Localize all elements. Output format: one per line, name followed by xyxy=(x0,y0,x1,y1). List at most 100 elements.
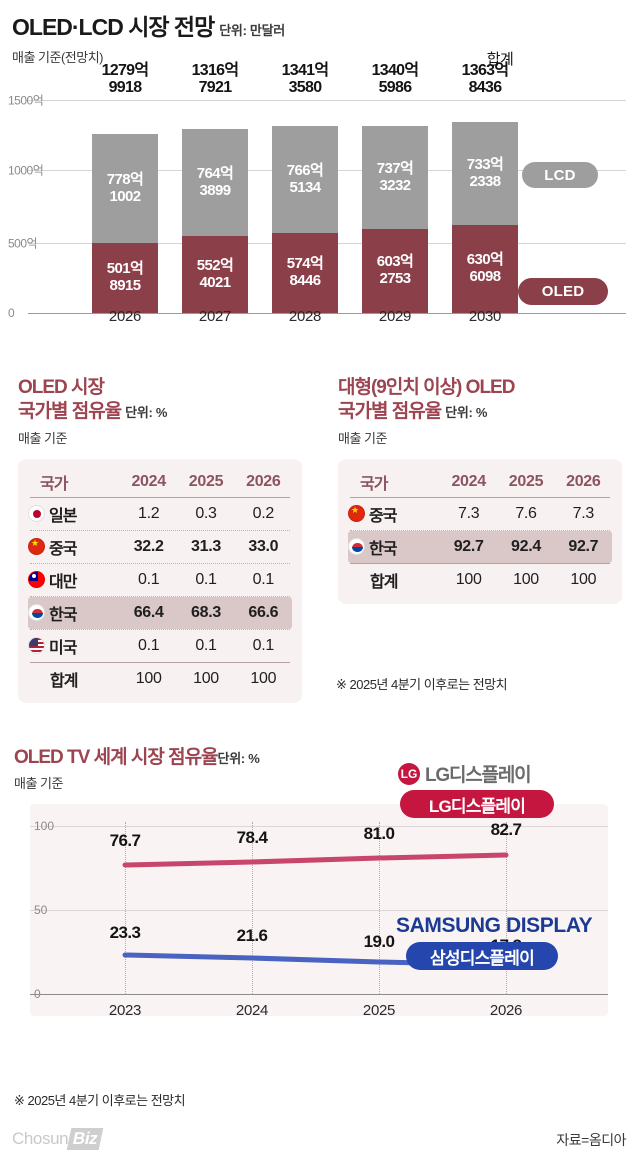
row-name-total: 합계 xyxy=(50,672,78,690)
panel-right-title: 대형(9인치 이상) OLED 국가별 점유율 xyxy=(338,377,515,422)
total-2026: 100 xyxy=(250,669,277,687)
oled-tv-share-line-chart: OLED TV 세계 시장 점유율단위: % 매출 기준 LG LG디스플레이 … xyxy=(0,742,640,1082)
lg-value-2024: 78.4 xyxy=(236,828,268,847)
lcd-2026-line1: 778억 xyxy=(106,170,144,188)
table-divider xyxy=(30,562,290,564)
panel-left-title-line1: OLED 시장 xyxy=(18,377,105,398)
oled-segment-2028[interactable]: 574억 8446 xyxy=(272,233,338,313)
legend-pill-oled[interactable]: OLED xyxy=(518,278,608,305)
lcd-2027-line1: 764억 xyxy=(196,164,234,182)
table-row-total: 합계 100 100 100 xyxy=(28,663,292,695)
oled-segment-2027[interactable]: 552억 4021 xyxy=(182,236,248,313)
usa-2025: 0.1 xyxy=(195,636,217,654)
lg-value-2023: 76.7 xyxy=(109,831,141,850)
lcd-2029-line2: 3232 xyxy=(379,176,412,194)
lcd-2030-line1: 733억 xyxy=(466,155,504,173)
legend-pill-samsung-display[interactable]: 삼성디스플레이 xyxy=(406,942,558,970)
oled-segment-2026[interactable]: 501억 8915 xyxy=(92,243,158,313)
th-2024: 2024 xyxy=(131,472,166,490)
vgridline-2025 xyxy=(379,822,380,994)
line-x-label-2024: 2024 xyxy=(235,1002,269,1019)
panel-right-title-line1: 대형(9인치 이상) OLED xyxy=(338,377,515,398)
oled-2030-line1: 630억 xyxy=(466,251,504,269)
oled-2028-line2: 8446 xyxy=(289,272,322,289)
line-chart-unit: 단위: % xyxy=(217,751,260,766)
gridline-100 xyxy=(30,826,608,827)
total-2026: 100 xyxy=(570,570,597,588)
china-2025: 7.6 xyxy=(515,504,537,522)
forecast-note-bottom: ※ 2025년 4분기 이후로는 전망치 xyxy=(14,1093,186,1108)
table-divider xyxy=(350,562,610,564)
panel-right-unit: 단위: % xyxy=(445,404,488,420)
lcd-segment-2030[interactable]: 733억 2338 xyxy=(452,122,518,225)
kr-flag-icon xyxy=(28,604,45,621)
korea-2025: 68.3 xyxy=(191,603,221,621)
lcd-segment-2027[interactable]: 764억 3899 xyxy=(182,129,248,236)
table-divider xyxy=(30,496,290,498)
total-caption: 합계 xyxy=(486,51,514,68)
line-x-label-2026: 2026 xyxy=(489,1002,523,1019)
panel-left-title-line2: 국가별 점유율 xyxy=(18,400,122,422)
lg-display-line xyxy=(122,852,509,868)
page-footer: Chosun Biz 자료=옴디아 xyxy=(0,1126,640,1160)
total-2028-line1: 1341억 xyxy=(281,62,330,79)
page-header: OLED·LCD 시장 전망 단위: 만달러 매출 기준(전망치) xyxy=(12,8,628,66)
lg-brand-label: LG디스플레이 xyxy=(425,765,532,786)
total-2024: 100 xyxy=(455,570,482,588)
tw-flag-icon xyxy=(28,571,45,588)
total-2027-line1: 1316억 xyxy=(191,62,240,79)
lg-display-logo: LG LG디스플레이 xyxy=(398,760,532,787)
y-tick-500: 500억 xyxy=(8,236,38,251)
th-2025: 2025 xyxy=(188,472,224,490)
line-x-label-2025: 2025 xyxy=(362,1002,396,1019)
y-tick-1000: 1000억 xyxy=(8,163,44,178)
row-name-china: 중국 xyxy=(369,507,397,525)
table-divider xyxy=(30,628,290,630)
china-2025: 31.3 xyxy=(191,537,221,555)
logo-accent-text: Biz xyxy=(66,1128,104,1150)
table-row-highlighted[interactable]: 한국 66.4 68.3 66.6 xyxy=(28,596,292,629)
row-name-china: 중국 xyxy=(49,540,77,558)
total-2026-line1: 1279억 xyxy=(101,62,150,79)
gridline-1500 xyxy=(28,100,626,101)
table-row[interactable]: 대만 0.1 0.1 0.1 xyxy=(28,564,292,596)
taiwan-2025: 0.1 xyxy=(195,570,217,588)
total-2029-line1: 1340억 xyxy=(371,62,420,79)
chosunbiz-logo[interactable]: Chosun Biz xyxy=(12,1128,104,1150)
lcd-segment-2028[interactable]: 766억 5134 xyxy=(272,126,338,233)
cn-flag-icon xyxy=(28,538,45,555)
table-divider xyxy=(350,496,610,498)
table-row[interactable]: 일본 1.2 0.3 0.2 xyxy=(28,498,292,530)
lcd-2027-line2: 3899 xyxy=(199,181,232,199)
lcd-segment-2026[interactable]: 778억 1002 xyxy=(92,134,158,243)
forecast-note-top: ※ 2025년 4분기 이후로는 전망치 xyxy=(336,677,508,692)
japan-2024: 1.2 xyxy=(137,504,160,522)
row-name-usa: 미국 xyxy=(49,639,77,657)
oled-2027-line1: 552억 xyxy=(196,256,234,274)
table-row-highlighted[interactable]: 한국 92.7 92.4 92.7 xyxy=(348,530,612,563)
source-label: 자료=옴디아 xyxy=(556,1132,626,1148)
page-title-unit: 단위: 만달러 xyxy=(219,23,285,38)
kr-flag-icon xyxy=(348,538,365,555)
legend-pill-lcd[interactable]: LCD xyxy=(522,162,598,188)
table-row[interactable]: 중국 7.3 7.6 7.3 xyxy=(348,498,612,530)
samsung-value-2024: 21.6 xyxy=(236,926,268,945)
page-basis-label: 매출 기준(전망치) xyxy=(12,50,104,65)
oled-segment-2029[interactable]: 603억 2753 xyxy=(362,229,428,313)
korea-2024: 92.7 xyxy=(453,537,484,555)
lcd-2030-line2: 2338 xyxy=(469,172,502,190)
taiwan-2024: 0.1 xyxy=(137,570,160,588)
table-row[interactable]: 미국 0.1 0.1 0.1 xyxy=(28,630,292,662)
oled-segment-2030[interactable]: 630억 6098 xyxy=(452,225,518,313)
x-label-2027: 2027 xyxy=(198,308,232,325)
usa-2024: 0.1 xyxy=(137,636,160,654)
lcd-segment-2029[interactable]: 737억 3232 xyxy=(362,126,428,229)
row-name-taiwan: 대만 xyxy=(49,573,77,591)
legend-pill-lg-display[interactable]: LG디스플레이 xyxy=(400,790,554,818)
oled-2026-line1: 501억 xyxy=(106,260,144,278)
japan-2025: 0.3 xyxy=(195,504,217,522)
table-divider xyxy=(30,595,290,597)
samsung-brand-label: SAMSUNG DISPLAY xyxy=(396,914,593,937)
table-row[interactable]: 중국 32.2 31.3 33.0 xyxy=(28,531,292,563)
samsung-value-2023: 23.3 xyxy=(109,923,141,942)
